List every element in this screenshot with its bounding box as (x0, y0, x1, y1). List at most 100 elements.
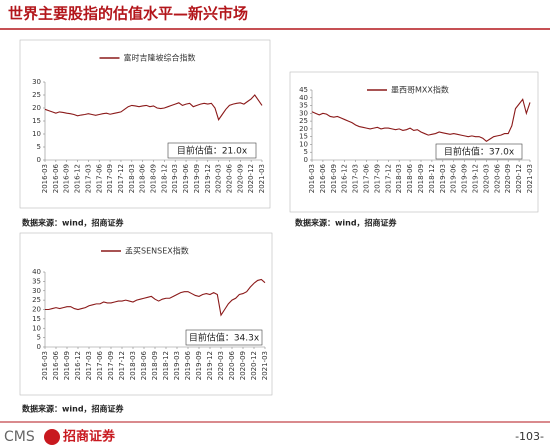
x-tick-label: 2017-09 (106, 164, 114, 193)
footer-brand: CMS (4, 429, 35, 445)
x-tick-label: 2021-03 (261, 351, 269, 380)
annotation: 目前估值：37.0x (444, 146, 515, 158)
x-tick-label: 2017-12 (117, 164, 125, 193)
y-tick-label: 25 (32, 91, 41, 99)
x-tick-label: 2020-03 (482, 164, 490, 193)
x-tick-label: 2018-03 (395, 164, 403, 193)
x-tick-label: 2019-12 (472, 164, 480, 193)
x-tick-label: 2016-12 (74, 351, 82, 380)
x-tick-label: 2018-12 (160, 164, 168, 193)
y-tick-label: 30 (32, 78, 41, 86)
page-number: -103- (515, 430, 544, 443)
x-tick-label: 2019-09 (195, 351, 203, 380)
x-tick-label: 2019-06 (184, 350, 192, 380)
x-tick-label: 2017-03 (85, 351, 93, 380)
series-line (45, 278, 266, 317)
x-tick-label: 2016-09 (63, 351, 71, 380)
y-tick-label: 5 (37, 334, 41, 342)
x-tick-label: 2020-09 (236, 164, 244, 193)
x-tick-label: 2021-03 (526, 164, 534, 193)
legend-label: 墨西哥MXX指数 (391, 85, 449, 95)
x-tick-label: 2019-12 (206, 351, 214, 380)
x-tick-label: 2018-06 (140, 350, 148, 380)
x-tick-label: 2016-06 (52, 350, 60, 380)
x-tick-label: 2019-09 (461, 164, 469, 193)
source-note: 数据来源：wind，招商证券 (22, 218, 125, 228)
footer-company: 招商证券 (63, 429, 116, 445)
x-tick-label: 2016-03 (41, 351, 49, 380)
x-tick-label: 2016-09 (63, 164, 71, 193)
y-tick-label: 25 (299, 117, 308, 125)
y-tick-label: 40 (32, 268, 41, 276)
x-tick-label: 2017-03 (352, 164, 360, 193)
x-tick-label: 2017-09 (107, 351, 115, 380)
x-tick-label: 2016-12 (74, 164, 82, 193)
x-tick-label: 2016-09 (330, 164, 338, 193)
annotation-box (435, 143, 523, 160)
x-tick-label: 2017-12 (118, 351, 126, 380)
x-tick-label: 2020-06 (493, 163, 501, 193)
y-tick-label: 10 (32, 324, 41, 332)
x-tick-label: 2017-12 (384, 164, 392, 193)
y-tick-label: 20 (32, 104, 41, 112)
x-tick-label: 2020-12 (247, 164, 255, 193)
series-line (44, 94, 263, 121)
x-tick-label: 2019-03 (439, 164, 447, 193)
y-tick-label: 10 (299, 140, 308, 148)
x-tick-label: 2019-09 (193, 164, 201, 193)
y-tick-label: 25 (32, 296, 41, 304)
page-title: 世界主要股指的估值水平—新兴市场 (8, 5, 248, 23)
x-tick-label: 2017-06 (95, 163, 103, 193)
legend-label: 富时吉隆坡综合指数 (124, 53, 196, 63)
x-tick-label: 2018-09 (151, 351, 159, 380)
x-tick-label: 2020-03 (215, 164, 223, 193)
y-tick-label: 35 (299, 102, 308, 110)
y-tick-label: 10 (32, 130, 41, 138)
y-tick-label: 30 (299, 109, 308, 117)
chart-frame (289, 71, 539, 213)
x-tick-label: 2020-12 (515, 164, 523, 193)
annotation-box (185, 329, 263, 346)
x-tick-label: 2020-06 (225, 163, 233, 193)
x-tick-label: 2016-06 (319, 163, 327, 193)
x-tick-label: 2017-03 (84, 164, 92, 193)
y-tick-label: 30 (32, 287, 41, 295)
x-tick-label: 2019-03 (171, 164, 179, 193)
y-tick-label: 15 (299, 133, 308, 141)
series-line (311, 98, 531, 143)
source-note: 数据来源：wind，招商证券 (295, 218, 398, 228)
x-tick-label: 2019-12 (204, 164, 212, 193)
x-tick-label: 2021-03 (258, 164, 266, 193)
x-tick-label: 2016-03 (308, 164, 316, 193)
chart-frame (19, 232, 273, 396)
x-tick-label: 2018-09 (417, 164, 425, 193)
y-tick-label: 15 (32, 117, 41, 125)
x-tick-label: 2018-06 (139, 163, 147, 193)
x-tick-label: 2017-06 (96, 350, 104, 380)
x-tick-label: 2018-03 (129, 351, 137, 380)
x-tick-label: 2020-09 (504, 164, 512, 193)
y-tick-label: 5 (37, 143, 41, 151)
x-tick-label: 2019-06 (450, 163, 458, 193)
footer-logo (44, 429, 60, 445)
y-tick-label: 5 (304, 148, 308, 156)
y-tick-label: 15 (32, 315, 41, 323)
x-tick-label: 2018-09 (150, 164, 158, 193)
x-tick-label: 2016-03 (41, 164, 49, 193)
x-tick-label: 2018-12 (162, 351, 170, 380)
x-tick-label: 2020-03 (217, 351, 225, 380)
y-tick-label: 20 (32, 306, 41, 314)
y-tick-label: 20 (299, 125, 308, 133)
x-tick-label: 2016-06 (52, 163, 60, 193)
x-tick-label: 2018-06 (406, 163, 414, 193)
annotation: 目前估值：34.3x (189, 332, 260, 344)
x-tick-label: 2020-09 (239, 351, 247, 380)
x-tick-label: 2018-12 (428, 164, 436, 193)
x-tick-label: 2019-03 (173, 351, 181, 380)
source-note: 数据来源：wind，招商证券 (22, 404, 125, 414)
y-tick-label: 0 (304, 156, 308, 164)
y-tick-label: 40 (299, 94, 308, 102)
x-tick-label: 2016-12 (341, 164, 349, 193)
chart-frame (19, 39, 271, 209)
annotation: 目前估值：21.0x (177, 145, 248, 157)
